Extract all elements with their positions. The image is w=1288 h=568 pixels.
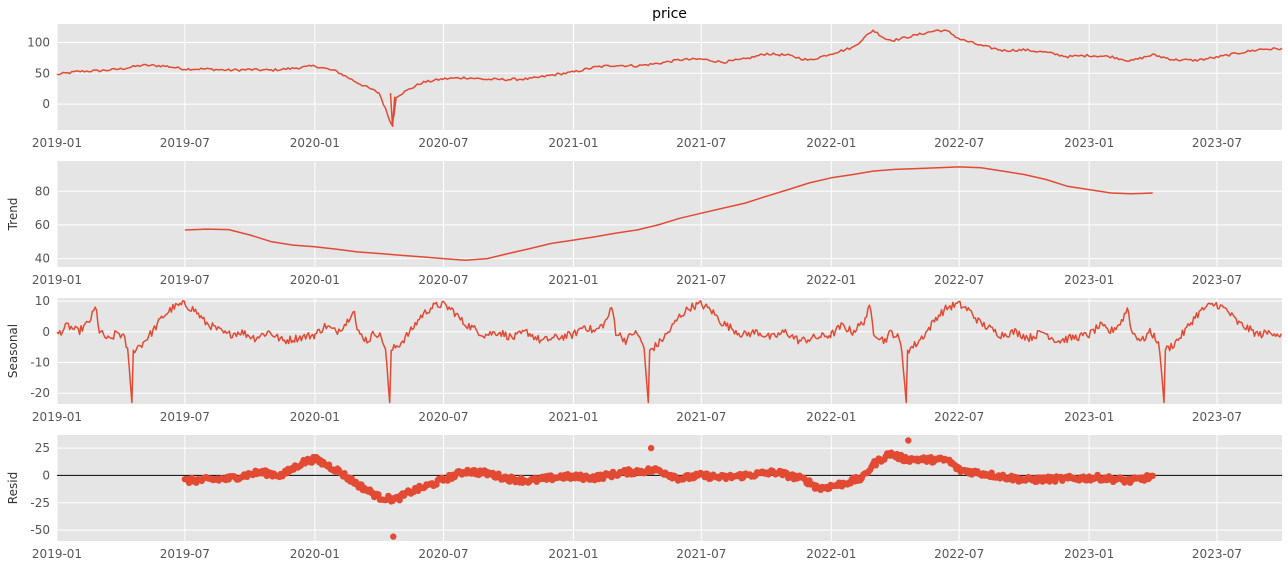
y-tick-label: 80: [35, 184, 50, 198]
plot-background: [57, 161, 1282, 267]
plot-background: [57, 298, 1282, 404]
x-tick-label: 2019-07: [160, 136, 210, 150]
x-tick-label: 2019-07: [160, 547, 210, 561]
x-tick-label: 2020-07: [418, 547, 468, 561]
resid-outlier-point: [390, 533, 397, 540]
x-tick-label: 2019-01: [32, 273, 82, 287]
plot-background: [57, 24, 1282, 130]
y-tick-label: -10: [30, 356, 50, 370]
x-tick-label: 2022-01: [806, 273, 856, 287]
x-tick-label: 2023-01: [1064, 547, 1114, 561]
resid-outlier-point: [647, 444, 655, 452]
y-axis-label: Seasonal: [6, 324, 20, 378]
x-tick-label: 2020-01: [290, 136, 340, 150]
x-tick-label: 2022-07: [934, 136, 984, 150]
panel-4: -50 -25 0 25 2019-01 2019-07 2020-01 2020-07 202…: [6, 435, 1282, 561]
x-tick-label: 2021-01: [548, 136, 598, 150]
x-tick-label: 2022-07: [934, 273, 984, 287]
x-tick-label: 2022-01: [806, 136, 856, 150]
x-tick-label: 2021-07: [676, 273, 726, 287]
x-tick-label: 2021-01: [548, 547, 598, 561]
x-tick-label: 2021-07: [676, 547, 726, 561]
x-tick-label: 2023-01: [1064, 136, 1114, 150]
x-tick-label: 2023-01: [1064, 410, 1114, 424]
x-tick-label: 2019-01: [32, 547, 82, 561]
x-tick-label: 2019-07: [160, 273, 210, 287]
y-tick-label: -25: [30, 496, 50, 510]
x-tick-label: 2019-01: [32, 136, 82, 150]
x-tick-label: 2020-01: [290, 273, 340, 287]
x-tick-label: 2023-07: [1192, 410, 1242, 424]
resid-point: [1149, 472, 1156, 479]
y-tick-label: 0: [42, 468, 50, 482]
x-tick-label: 2022-01: [806, 410, 856, 424]
x-tick-label: 2020-01: [290, 547, 340, 561]
spike-mark: [389, 92, 396, 127]
x-tick-label: 2019-07: [160, 410, 210, 424]
x-tick-label: 2022-07: [934, 410, 984, 424]
resid-point: [375, 491, 382, 498]
x-tick-label: 2023-01: [1064, 273, 1114, 287]
series-line: [184, 166, 1153, 262]
x-tick-label: 2020-07: [418, 136, 468, 150]
panel-3: -20 -10 0 10 2019-01 2019-07 2020-01 2020-07 202…: [6, 294, 1282, 424]
x-tick-label: 2023-07: [1192, 273, 1242, 287]
y-tick-label: 60: [35, 218, 50, 232]
y-tick-label: 40: [35, 252, 50, 266]
x-tick-label: 2020-07: [418, 273, 468, 287]
x-tick-label: 2022-01: [806, 547, 856, 561]
panel-1: 0 50 100 2019-01 2019-07 2020-01 2020-07 2021-0…: [27, 6, 1283, 150]
x-tick-label: 2020-07: [418, 410, 468, 424]
y-tick-label: 10: [35, 294, 50, 308]
y-axis-label: Trend: [6, 198, 20, 232]
x-tick-label: 2019-01: [32, 410, 82, 424]
y-tick-label: 25: [35, 441, 50, 455]
x-tick-label: 2020-01: [290, 410, 340, 424]
y-tick-label: 50: [35, 66, 50, 80]
series-line: [56, 29, 1283, 126]
x-tick-label: 2021-01: [548, 410, 598, 424]
y-tick-label: 100: [27, 35, 50, 49]
plot-background: [57, 435, 1282, 541]
resid-outlier-point: [905, 437, 912, 444]
panel-2: 40 60 80 2019-01 2019-07 2020-01 2020-07 2021-0…: [6, 161, 1282, 287]
panel-title: price: [652, 6, 687, 22]
y-tick-label: 0: [42, 97, 50, 111]
y-tick-label: 0: [42, 325, 50, 339]
x-tick-label: 2023-07: [1192, 136, 1242, 150]
x-tick-label: 2021-07: [676, 136, 726, 150]
x-tick-label: 2021-01: [548, 273, 598, 287]
x-tick-label: 2022-07: [934, 547, 984, 561]
x-tick-label: 2021-07: [676, 410, 726, 424]
y-tick-label: -20: [30, 386, 50, 400]
resid-point: [396, 497, 403, 504]
y-tick-label: -50: [30, 523, 50, 537]
y-axis-label: Resid: [6, 472, 20, 504]
series-line: [56, 300, 1282, 404]
x-tick-label: 2023-07: [1192, 547, 1242, 561]
